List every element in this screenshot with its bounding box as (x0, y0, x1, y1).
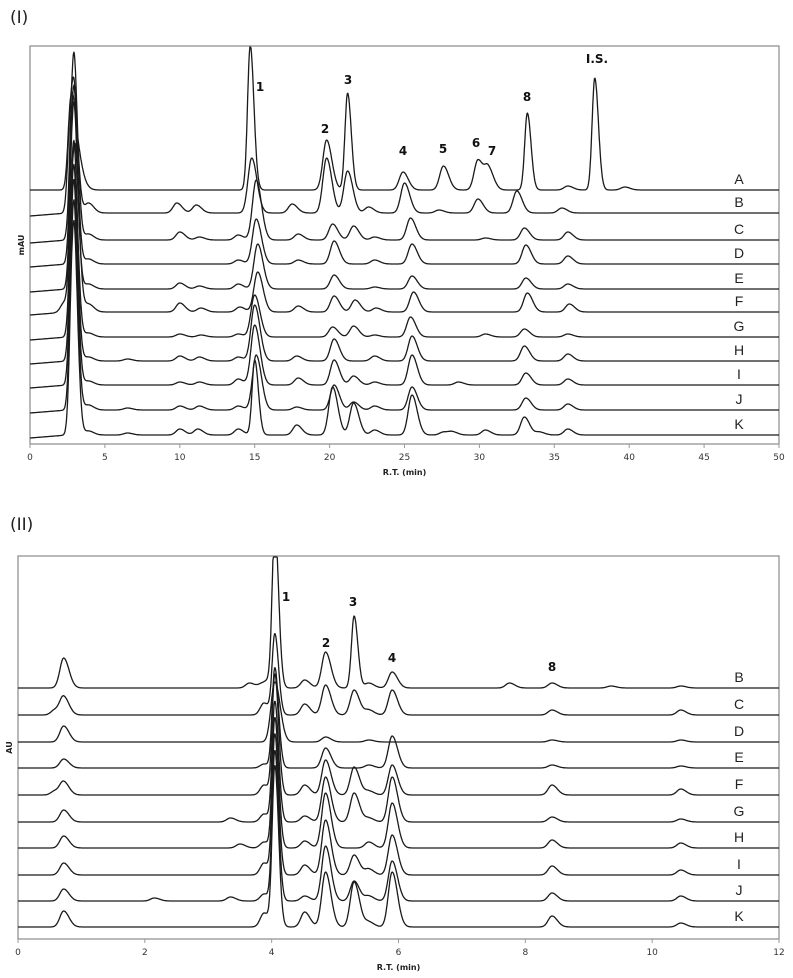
trace-label-B: B (734, 194, 743, 210)
trace-C (17, 633, 780, 716)
trace-D (29, 84, 780, 268)
trace-label-G: G (734, 318, 745, 334)
trace-label-J: J (736, 391, 743, 407)
trace-A (29, 46, 780, 191)
x-tick-label: 12 (773, 948, 784, 958)
trace-label-K: K (734, 908, 744, 924)
chromatogram-panel-I: 0 5 10 15 20 25 30 35 40 45 50R.T. (min)mAUABCDEFG… (17, 45, 785, 477)
trace-G (29, 139, 780, 341)
trace-label-D: D (734, 723, 744, 739)
trace-H (29, 163, 780, 365)
trace-C (29, 51, 780, 244)
trace-label-C: C (734, 696, 744, 712)
trace-label-F: F (735, 293, 744, 309)
x-tick-label: 20 (324, 453, 336, 463)
trace-label-J: J (736, 882, 743, 898)
panel-I-label: (I) (10, 8, 29, 28)
peak-label: 7 (488, 144, 496, 158)
trace-B (29, 76, 780, 217)
trace-F (17, 673, 780, 796)
peak-label: 1 (282, 590, 290, 604)
y-axis-title: AU (5, 741, 14, 753)
trace-E (29, 100, 780, 293)
trace-K (29, 219, 780, 439)
trace-H (17, 716, 780, 849)
x-tick-label: 35 (549, 453, 560, 463)
trace-label-E: E (734, 270, 743, 286)
trace-J (29, 199, 780, 414)
x-tick-label: 50 (773, 453, 785, 463)
trace-label-A: A (734, 171, 744, 187)
x-axis-title: R.T. (min) (383, 468, 427, 477)
peak-label: 4 (388, 651, 396, 665)
trace-label-G: G (734, 803, 745, 819)
x-tick-label: 5 (102, 453, 108, 463)
trace-J (17, 749, 780, 902)
panel-II-label: (II) (10, 515, 34, 535)
x-tick-label: 0 (15, 948, 21, 958)
peak-label: 2 (321, 122, 329, 136)
x-tick-label: 10 (174, 453, 186, 463)
trace-label-I: I (737, 366, 741, 382)
peak-label: 3 (349, 595, 357, 609)
x-tick-label: 10 (646, 948, 658, 958)
x-tick-label: 4 (269, 948, 275, 958)
trace-E (17, 667, 780, 769)
trace-I (17, 733, 780, 876)
peak-label: 8 (548, 660, 556, 674)
trace-label-H: H (734, 829, 744, 845)
x-tick-label: 25 (399, 453, 410, 463)
x-tick-label: 40 (623, 453, 635, 463)
peak-label: 1 (256, 80, 264, 94)
x-tick-label: 2 (142, 948, 148, 958)
trace-D (17, 681, 780, 743)
plot-frame (29, 45, 780, 445)
trace-label-D: D (734, 245, 744, 261)
trace-label-I: I (737, 856, 741, 872)
x-tick-label: 15 (249, 453, 260, 463)
x-tick-label: 6 (396, 948, 402, 958)
x-tick-label: 30 (474, 453, 486, 463)
peak-label: 6 (472, 136, 480, 150)
trace-label-C: C (734, 221, 744, 237)
peak-label: 4 (399, 144, 407, 158)
trace-label-B: B (734, 669, 743, 685)
x-axis-title: R.T. (min) (377, 963, 421, 972)
peak-label: 8 (523, 90, 531, 104)
trace-F (29, 142, 780, 316)
y-axis-title: mAU (17, 235, 26, 256)
x-tick-label: 45 (698, 453, 709, 463)
trace-G (17, 700, 780, 823)
trace-label-E: E (734, 749, 743, 765)
peak-label: 3 (344, 73, 352, 87)
peak-label: 2 (322, 636, 330, 650)
trace-label-F: F (735, 776, 744, 792)
x-tick-label: 8 (522, 948, 528, 958)
x-tick-label: 0 (27, 453, 33, 463)
trace-label-K: K (734, 416, 744, 432)
trace-I (29, 178, 780, 389)
trace-K (17, 765, 780, 928)
trace-label-H: H (734, 342, 744, 358)
peak-label: I.S. (586, 52, 608, 66)
trace-B (17, 556, 780, 689)
peak-label: 5 (439, 142, 447, 156)
